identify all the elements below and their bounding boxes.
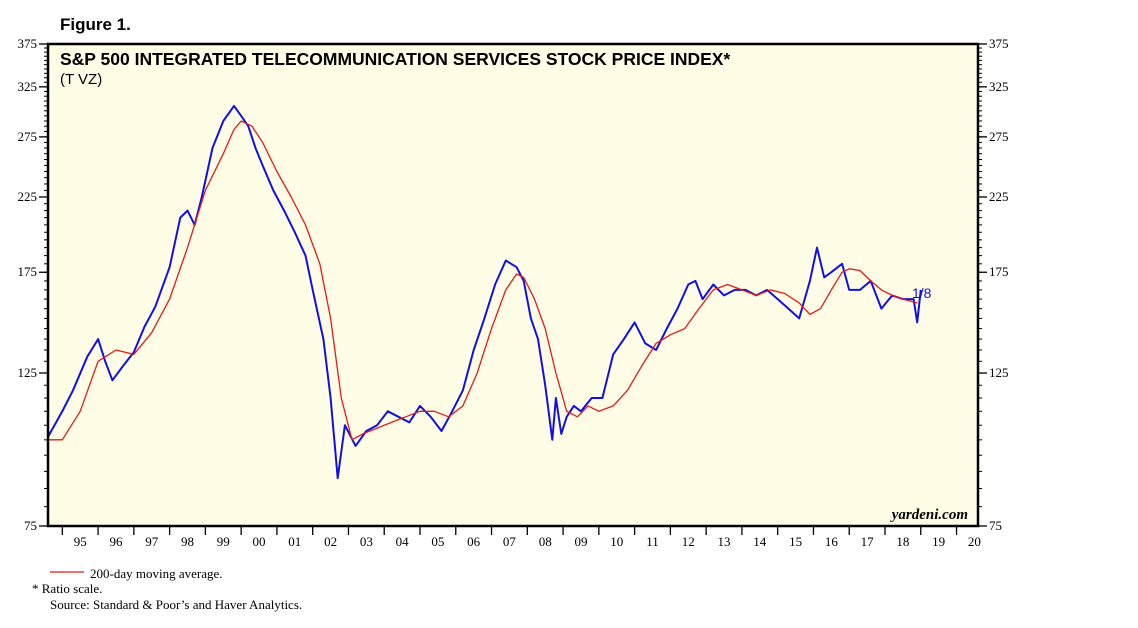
x-tick-label: 09	[574, 534, 587, 549]
y-tick-label-right: 125	[989, 365, 1009, 380]
x-tick-label: 18	[896, 534, 909, 549]
y-tick-label-left: 325	[18, 79, 38, 94]
y-tick-label-right: 275	[989, 129, 1009, 144]
plot-frame	[46, 42, 980, 528]
x-axis: 95 96 97 98 99 00 01 02 03 04 05 06 07 08 09 10 11 12 13 14…	[61, 526, 981, 549]
x-tick-label: 08	[539, 534, 552, 549]
x-tick-label: 01	[288, 534, 301, 549]
right-axis: 75 125 175 225 275 325 375	[978, 36, 1009, 533]
footnote: * Ratio scale.	[32, 581, 102, 596]
y-tick-label-left: 175	[18, 264, 38, 279]
y-tick-label-left: 125	[18, 365, 38, 380]
x-tick-label: 12	[682, 534, 695, 549]
y-tick-label-right: 75	[989, 518, 1002, 533]
y-tick-label-left: 375	[18, 36, 38, 51]
brand-label: yardeni.com	[890, 507, 968, 523]
x-tick-label: 00	[253, 534, 266, 549]
x-tick-label: 96	[109, 534, 123, 549]
plot-area	[48, 44, 978, 526]
y-tick-label-right: 175	[989, 264, 1009, 279]
x-tick-label: 99	[217, 534, 230, 549]
y-tick-label-right: 225	[989, 189, 1009, 204]
x-tick-label: 19	[932, 534, 945, 549]
y-tick-label-left: 225	[18, 189, 38, 204]
x-tick-label: 11	[646, 534, 659, 549]
x-tick-label: 13	[718, 534, 731, 549]
x-tick-label: 95	[74, 534, 87, 549]
y-tick-label-right: 375	[989, 36, 1009, 51]
x-tick-label: 15	[789, 534, 802, 549]
x-tick-label: 16	[825, 534, 839, 549]
x-tick-label: 10	[610, 534, 623, 549]
figure-label: Figure 1.	[60, 15, 131, 34]
index-series-line	[47, 104, 922, 480]
end-date-label: 1/8	[912, 285, 932, 301]
source-note: Source: Standard & Poor’s and Haver Anal…	[50, 597, 302, 612]
chart-subtitle: (T VZ)	[60, 71, 102, 88]
x-tick-label: 07	[503, 534, 517, 549]
x-tick-label: 14	[753, 534, 767, 549]
x-tick-label: 17	[861, 534, 875, 549]
x-tick-label: 98	[181, 534, 194, 549]
x-tick-label: 02	[324, 534, 337, 549]
y-tick-label-left: 275	[18, 129, 38, 144]
chart-title: S&P 500 INTEGRATED TELECOMMUNICATION SER…	[60, 49, 730, 69]
x-tick-label: 04	[396, 534, 410, 549]
left-axis: 75 125 175 225 275 325 375	[18, 36, 48, 533]
x-tick-label: 20	[968, 534, 981, 549]
x-tick-label: 06	[467, 534, 481, 549]
legend-label: 200-day moving average.	[90, 566, 222, 581]
moving-average-line	[48, 120, 918, 441]
y-tick-label-right: 325	[989, 79, 1009, 94]
y-tick-label-left: 75	[24, 518, 37, 533]
x-tick-label: 05	[431, 534, 444, 549]
x-tick-label: 97	[145, 534, 159, 549]
x-tick-label: 03	[360, 534, 373, 549]
